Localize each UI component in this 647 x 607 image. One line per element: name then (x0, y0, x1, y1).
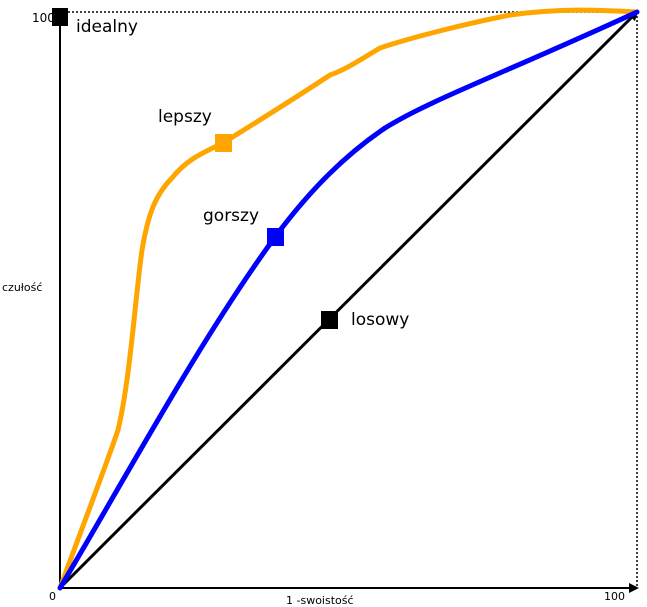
random-line (58, 10, 639, 590)
better-marker (215, 134, 232, 152)
ideal-marker (52, 8, 68, 26)
y-max-label: 100 (32, 11, 55, 25)
origin-label: 0 (49, 590, 56, 603)
x-max-label: 100 (604, 590, 625, 603)
worse-marker (267, 228, 284, 246)
y-axis-label: czułość (2, 281, 42, 294)
better-label: lepszy (158, 107, 212, 127)
worse-label: gorszy (203, 206, 259, 226)
ideal-label: idealny (76, 17, 138, 37)
x-axis-label: 1 -swoistość (286, 594, 354, 607)
random-marker (321, 311, 338, 329)
random-label: losowy (351, 310, 409, 330)
worse-curve (57, 9, 640, 591)
